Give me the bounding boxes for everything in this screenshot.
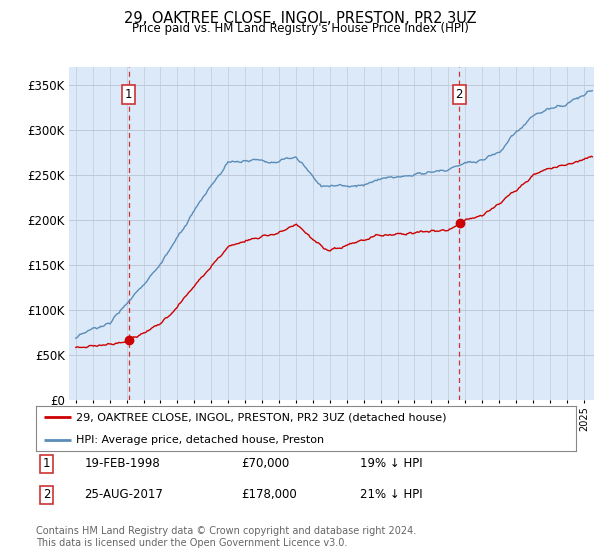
Text: This data is licensed under the Open Government Licence v3.0.: This data is licensed under the Open Gov… (36, 538, 347, 548)
Text: 21% ↓ HPI: 21% ↓ HPI (360, 488, 422, 501)
Text: Contains HM Land Registry data © Crown copyright and database right 2024.: Contains HM Land Registry data © Crown c… (36, 526, 416, 536)
Text: 19% ↓ HPI: 19% ↓ HPI (360, 458, 422, 470)
Text: 1: 1 (125, 88, 133, 101)
Text: 1: 1 (43, 458, 50, 470)
Text: Price paid vs. HM Land Registry's House Price Index (HPI): Price paid vs. HM Land Registry's House … (131, 22, 469, 35)
Text: 25-AUG-2017: 25-AUG-2017 (85, 488, 163, 501)
Text: 29, OAKTREE CLOSE, INGOL, PRESTON, PR2 3UZ: 29, OAKTREE CLOSE, INGOL, PRESTON, PR2 3… (124, 11, 476, 26)
Text: £178,000: £178,000 (241, 488, 297, 501)
Text: 19-FEB-1998: 19-FEB-1998 (85, 458, 160, 470)
Text: 2: 2 (43, 488, 50, 501)
Text: HPI: Average price, detached house, Preston: HPI: Average price, detached house, Pres… (77, 435, 325, 445)
Text: 29, OAKTREE CLOSE, INGOL, PRESTON, PR2 3UZ (detached house): 29, OAKTREE CLOSE, INGOL, PRESTON, PR2 3… (77, 412, 447, 422)
Text: 2: 2 (455, 88, 463, 101)
Text: £70,000: £70,000 (241, 458, 289, 470)
